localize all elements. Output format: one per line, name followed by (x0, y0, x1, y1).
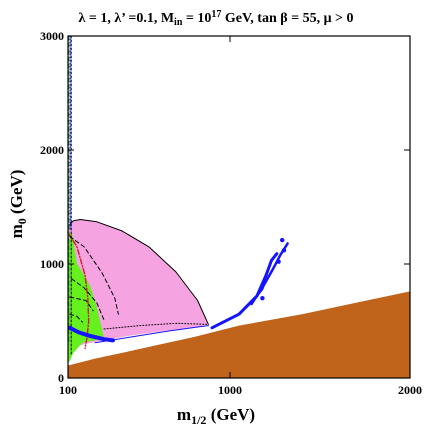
line-blue-strip-right-a (210, 252, 279, 330)
plot-area (67, 35, 410, 378)
line-dashed-3 (69, 296, 94, 312)
blue-marks-2 (276, 259, 281, 264)
y-axis-title-unit: (GeV) (7, 170, 26, 219)
y-tick-label-0: 0 (58, 371, 64, 385)
x-axis-title: m1/2 (GeV) (177, 405, 255, 427)
blue-marks-1 (281, 248, 287, 253)
line-pink-lower-edge (103, 322, 209, 330)
x-axis-title-main: m (177, 405, 191, 424)
line-red-dashdot (67, 231, 90, 350)
line-blue-strip-main (67, 325, 115, 343)
x-tick-label-100: 100 (59, 383, 77, 397)
line-dashed-2 (71, 278, 105, 321)
region-excluded-stau-lsp (68, 291, 410, 378)
blue-marks-0 (280, 237, 285, 243)
blue-marks-3 (260, 296, 265, 301)
plot-frame (67, 35, 411, 379)
title-part-3: GeV, tan β = 55, μ > 0 (221, 11, 353, 26)
y-axis-title-main: m (7, 224, 26, 238)
x-tick-label-1000: 1000 (218, 383, 242, 397)
x-axis-title-subscript: 1/2 (191, 413, 206, 427)
line-dashed-4 (69, 313, 83, 323)
x-tick-label-2000: 2000 (398, 383, 422, 397)
y-tick-label-2000: 2000 (40, 143, 64, 157)
y-tick-label-3000: 3000 (40, 29, 64, 43)
line-pink-boundary (67, 219, 209, 325)
line-blue-strip-right-c (243, 279, 267, 310)
title-exponent: 17 (211, 9, 221, 20)
title-part-1: λ = 1, λ’ =0.1, M (79, 11, 175, 26)
chart-title: λ = 1, λ’ =0.1, Min = 1017 GeV, tan β = … (79, 9, 354, 28)
y-axis-title-subscript: 0 (15, 218, 29, 224)
line-dashed-1 (69, 236, 119, 315)
title-part-2: = 10 (182, 11, 211, 26)
axis-ticks: 100 1000 2000 0 1000 2000 3000 (40, 29, 422, 397)
line-blue-thin-lower (94, 325, 209, 344)
y-axis-title: m0 (GeV) (7, 170, 29, 239)
y-tick-label-1000: 1000 (40, 257, 64, 271)
title-subscript: in (174, 17, 183, 28)
x-axis-title-unit: (GeV) (206, 405, 255, 424)
